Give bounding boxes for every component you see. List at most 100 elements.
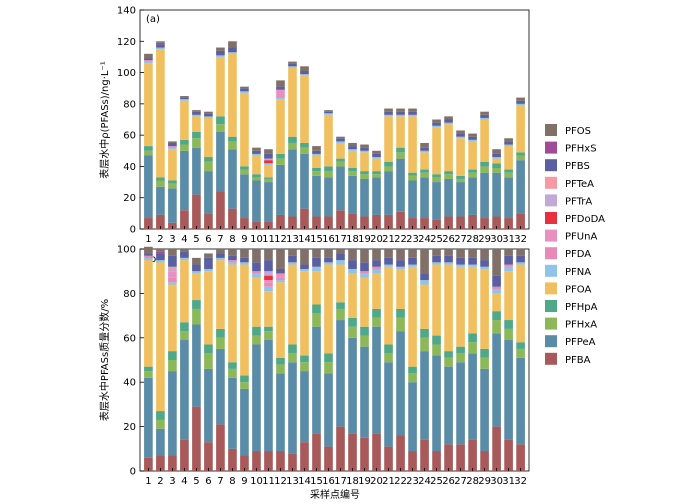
bar-segment-pfoa-site-6 xyxy=(204,117,213,158)
bar-segment-pfos-site-10 xyxy=(252,249,261,263)
bar-segment-pfhpa-site-17 xyxy=(336,158,345,162)
bar-segment-pfhpa-site-16 xyxy=(324,166,333,172)
bar-segment-pfos-site-11 xyxy=(264,249,273,261)
bar-segment-pfbs-site-21 xyxy=(384,257,393,265)
x-tick-label: 17 xyxy=(334,476,347,487)
bar-segment-pfda-site-12 xyxy=(276,96,285,98)
bar-segment-pfna-site-21 xyxy=(384,114,393,117)
bar-segment-pfoa-site-26 xyxy=(444,264,453,352)
bar-segment-pfna-site-8 xyxy=(228,52,237,54)
bar-segment-pfos-site-28 xyxy=(468,133,477,137)
bar-segment-pfpea-site-24 xyxy=(420,177,429,219)
bar-segment-pfoa-site-13 xyxy=(288,67,297,137)
x-tick-label: 6 xyxy=(205,234,211,245)
bar-segment-pfhxa-site-20 xyxy=(372,174,381,178)
bar-segment-pfba-site-8 xyxy=(228,208,237,229)
bar-segment-pfhpa-site-32 xyxy=(516,342,525,349)
bar-segment-pfba-site-21 xyxy=(384,446,393,471)
bar-segment-pfos-site-5 xyxy=(192,257,201,265)
bar-segment-pfna-site-6 xyxy=(204,268,213,272)
bar-segment-pfoa-site-5 xyxy=(192,273,201,301)
bar-segment-pfpea-site-28 xyxy=(468,353,477,440)
bar-segment-pfhpa-site-20 xyxy=(372,308,381,318)
bar-segment-pfhxa-site-9 xyxy=(240,382,249,389)
bar-segment-pfba-site-14 xyxy=(300,442,309,471)
bar-segment-pfos-site-31 xyxy=(504,138,513,142)
legend-label-pfba: PFBA xyxy=(565,355,591,366)
bar-segment-pfhxa-site-32 xyxy=(516,155,525,161)
bar-segment-pfhpa-site-27 xyxy=(456,346,465,354)
bar-segment-pfhpa-site-17 xyxy=(336,302,345,309)
panel-b-x-ticks: 1 2 3 4 5 6 7 8 9 10 11 12 13 14 15 16 17 18 19 20 21 22 23 24 2… xyxy=(145,468,527,487)
bar-segment-pfbs-site-23 xyxy=(408,257,417,265)
x-tick-label: 23 xyxy=(406,234,419,245)
bar-segment-pfpea-site-27 xyxy=(456,362,465,445)
bar-segment-pfhpa-site-24 xyxy=(420,328,429,338)
bar-segment-pfos-site-1 xyxy=(144,53,153,59)
bar-segment-pfpea-site-18 xyxy=(348,337,357,434)
bar-segment-pfna-site-3 xyxy=(168,282,177,285)
bar-segment-pfpea-site-29 xyxy=(480,368,489,452)
bar-segment-pfos-site-23 xyxy=(408,249,417,258)
bar-segment-pfhxa-site-21 xyxy=(384,166,393,172)
bar-segment-pfbs-site-18 xyxy=(348,260,357,269)
bar-segment-pfos-site-19 xyxy=(360,249,369,263)
x-tick-label: 1 xyxy=(145,476,151,487)
bar-segment-pfba-site-1 xyxy=(144,218,153,229)
bar-segment-pfhxa-site-20 xyxy=(372,317,381,327)
bar-segment-pfna-site-24 xyxy=(420,150,429,153)
bar-segment-pfbs-site-32 xyxy=(516,100,525,104)
legend-swatch-pfpea xyxy=(545,335,557,348)
bar-segment-pfhxa-site-17 xyxy=(336,308,345,321)
bar-segment-pfhpa-site-4 xyxy=(180,322,189,332)
bar-segment-pfhxa-site-27 xyxy=(456,178,465,183)
bar-segment-pfba-site-1 xyxy=(144,457,153,471)
bar-segment-pfoa-site-1 xyxy=(144,260,153,367)
bar-segment-pfhpa-site-7 xyxy=(216,328,225,338)
x-tick-label: 29 xyxy=(478,476,491,487)
bar-segment-pfoa-site-26 xyxy=(444,124,453,172)
bar-segment-pfba-site-12 xyxy=(276,214,285,229)
bar-segment-pfpea-site-31 xyxy=(504,340,513,440)
bar-segment-pfna-site-17 xyxy=(336,141,345,143)
bar-segment-pfoa-site-28 xyxy=(468,141,477,170)
bar-segment-pfhxa-site-19 xyxy=(360,335,369,347)
bar-segment-pfba-site-12 xyxy=(276,451,285,471)
bar-segment-pfoa-site-19 xyxy=(360,152,369,172)
y-tick-label: 20 xyxy=(123,193,136,204)
bar-segment-pfbs-site-24 xyxy=(420,147,429,151)
bar-segment-pfpea-site-19 xyxy=(360,178,369,217)
bar-segment-pfhxa-site-27 xyxy=(456,353,465,363)
x-tick-label: 27 xyxy=(454,234,467,245)
bar-segment-pfbs-site-6 xyxy=(204,113,213,117)
bar-segment-pfbs-site-14 xyxy=(300,264,309,269)
x-tick-label: 31 xyxy=(502,476,515,487)
bar-segment-pfbs-site-9 xyxy=(240,257,249,263)
x-tick-label: 15 xyxy=(310,476,323,487)
bar-segment-pfhxa-site-12 xyxy=(276,364,285,374)
bar-segment-pfna-site-22 xyxy=(396,266,405,269)
legend-swatch-pfdoda xyxy=(545,212,557,224)
bar-segment-pfpea-site-25 xyxy=(432,355,441,452)
bar-segment-pfhxa-site-14 xyxy=(300,147,309,154)
bar-segment-pfhpa-site-25 xyxy=(432,174,441,178)
bar-segment-pfuna-site-3 xyxy=(168,271,177,278)
y-tick-label: 40 xyxy=(123,162,136,173)
bar-segment-pfpea-site-17 xyxy=(336,320,345,427)
bar-segment-pfda-site-20 xyxy=(372,266,381,269)
bar-segment-pfpea-site-1 xyxy=(144,377,153,458)
bar-segment-pfhpa-site-4 xyxy=(180,139,189,145)
bar-segment-pfhxa-site-2 xyxy=(156,419,165,429)
bar-segment-pfna-site-8 xyxy=(228,262,237,265)
bar-segment-pfoa-site-11 xyxy=(264,164,273,178)
bar-segment-pftea-site-3 xyxy=(168,266,177,269)
bar-segment-pfba-site-16 xyxy=(324,446,333,471)
bar-segment-pfpea-site-15 xyxy=(312,326,321,434)
bar-segment-pfhxs-site-2 xyxy=(156,42,165,45)
x-tick-label: 3 xyxy=(169,476,175,487)
bar-segment-pfba-site-5 xyxy=(192,194,201,229)
bar-segment-pfoa-site-28 xyxy=(468,266,477,334)
bar-segment-pfpea-site-22 xyxy=(396,331,405,436)
bar-segment-pfna-site-30 xyxy=(492,288,501,294)
bar-segment-pfna-site-1 xyxy=(144,257,153,261)
